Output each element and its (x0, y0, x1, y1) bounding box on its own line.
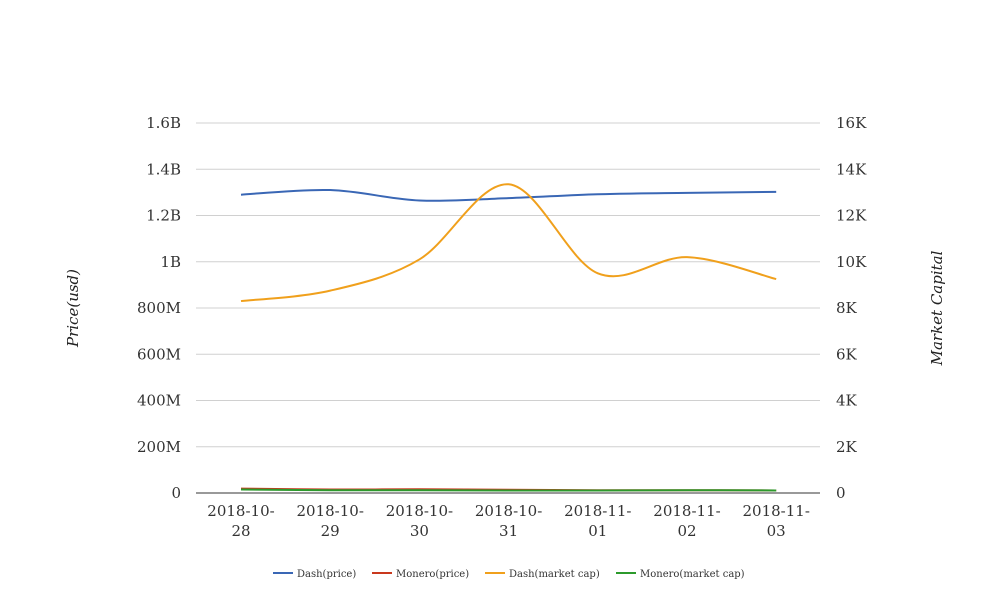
legend-item-monero-market-cap[interactable]: Monero(market cap) (616, 569, 745, 580)
series-line-dash-price (240, 188, 777, 202)
left-y-tick-label: 1.2B (146, 207, 181, 225)
legend[interactable]: Dash(price) Monero(price) Dash(market cap)… (273, 569, 745, 580)
right-y-tick-label: 12K (836, 207, 867, 225)
right-y-tick-label: 8K (836, 299, 858, 317)
gridlines (196, 122, 820, 448)
right-y-tick-label: 10K (836, 253, 867, 271)
left-y-axis-ticks: 0 200M 400M 600M 800M 1B 1.2B 1.4B 1.6B (137, 114, 181, 502)
right-y-tick-label: 2K (836, 438, 858, 456)
right-y-axis-title: Market Capital (928, 250, 946, 366)
x-tick-label: 2018-10-28 (207, 502, 274, 540)
left-y-tick-label: 1.6B (146, 114, 181, 132)
left-y-axis-title: Price(usd) (64, 269, 82, 348)
legend-label: Monero(price) (396, 569, 469, 580)
legend-item-monero-price[interactable]: Monero(price) (372, 569, 469, 580)
legend-label: Dash(market cap) (509, 569, 600, 580)
legend-label: Dash(price) (297, 569, 356, 580)
x-tick-label: 2018-11-01 (564, 502, 631, 540)
series-line-dash-market-cap (240, 183, 777, 303)
left-y-tick-label: 1.4B (146, 160, 181, 178)
x-axis-ticks: 2018-10-28 2018-10-29 2018-10-30 2018-10-31… (207, 502, 810, 540)
left-y-tick-label: 400M (137, 392, 181, 410)
x-tick-label: 2018-10-31 (475, 502, 542, 540)
right-y-tick-label: 4K (836, 392, 858, 410)
series-lines (240, 183, 777, 492)
right-y-tick-label: 6K (836, 345, 858, 363)
right-y-tick-label: 0 (836, 484, 846, 502)
x-tick-label: 2018-10-29 (296, 502, 363, 540)
left-y-tick-label: 200M (137, 438, 181, 456)
left-y-tick-label: 600M (137, 345, 181, 363)
left-y-tick-label: 800M (137, 299, 181, 317)
legend-item-dash-price[interactable]: Dash(price) (273, 569, 356, 580)
right-y-tick-label: 16K (836, 114, 867, 132)
x-tick-label: 2018-11-03 (742, 502, 809, 540)
right-y-axis-ticks: 0 2K 4K 6K 8K 10K 12K 14K 16K (836, 114, 867, 502)
left-y-tick-label: 1B (160, 253, 181, 271)
legend-item-dash-market-cap[interactable]: Dash(market cap) (485, 569, 600, 580)
legend-label: Monero(market cap) (640, 569, 745, 580)
x-tick-label: 2018-11-02 (653, 502, 720, 540)
right-y-tick-label: 14K (836, 160, 867, 178)
left-y-tick-label: 0 (171, 484, 181, 502)
x-tick-label: 2018-10-30 (386, 502, 453, 540)
series-line-monero-market-cap (240, 488, 777, 492)
